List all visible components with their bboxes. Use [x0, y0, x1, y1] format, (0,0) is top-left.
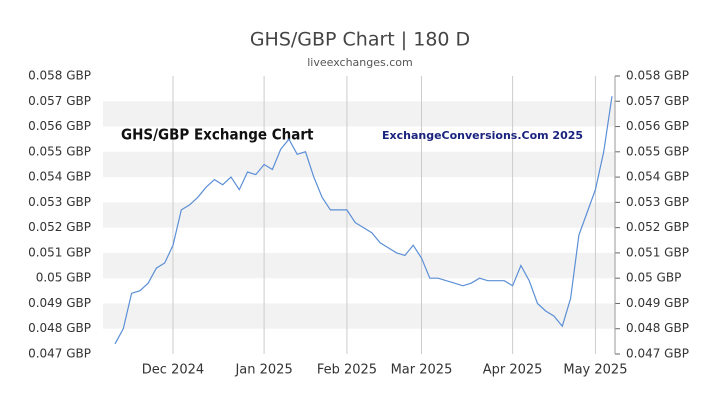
y2-tick-label: 0.05 GBP — [626, 271, 681, 285]
y2-tick-label: 0.053 GBP — [626, 195, 689, 209]
y2-tick-label: 0.047 GBP — [626, 347, 689, 361]
y-tick-label: 0.051 GBP — [28, 245, 91, 259]
grid-band — [103, 252, 615, 279]
y-tick-label: 0.054 GBP — [28, 170, 91, 184]
chart-subtitle: liveexchanges.com — [307, 56, 412, 69]
y-tick-label: 0.048 GBP — [28, 321, 91, 335]
y-tick-label: 0.056 GBP — [28, 119, 91, 133]
x-tick-label: May 2025 — [563, 363, 627, 378]
y2-tick-label: 0.058 GBP — [626, 69, 689, 83]
y2-tick-label: 0.055 GBP — [626, 144, 689, 158]
y2-tick-label: 0.051 GBP — [626, 245, 689, 259]
y-tick-label: 0.055 GBP — [28, 144, 91, 158]
y2-tick-label: 0.057 GBP — [626, 94, 689, 108]
data-line — [114, 96, 613, 345]
y2-tick-label: 0.052 GBP — [626, 220, 689, 234]
y-tick-label: 0.053 GBP — [28, 195, 91, 209]
y-tick-label: 0.052 GBP — [28, 220, 91, 234]
y-tick-label: 0.049 GBP — [28, 296, 91, 310]
y2-tick-label: 0.054 GBP — [626, 170, 689, 184]
annotation: ExchangeConversions.Com 2025 — [382, 129, 583, 142]
x-tick-label: Feb 2025 — [317, 363, 377, 378]
y2-tick-label: 0.048 GBP — [626, 321, 689, 335]
annotation: GHS/GBP Exchange Chart — [121, 126, 314, 144]
y-tick-label: 0.05 GBP — [36, 271, 91, 285]
y2-tick-label: 0.049 GBP — [626, 296, 689, 310]
y2-tick-label: 0.056 GBP — [626, 119, 689, 133]
x-tick-label: Apr 2025 — [483, 363, 543, 378]
y-tick-label: 0.047 GBP — [28, 347, 91, 361]
y-tick-label: 0.058 GBP — [28, 69, 91, 83]
x-tick-label: Jan 2025 — [234, 363, 292, 378]
grid-band — [103, 202, 615, 228]
grid-band — [103, 101, 615, 127]
grid-band — [103, 151, 615, 178]
y-tick-label: 0.057 GBP — [28, 94, 91, 108]
chart-title: GHS/GBP Chart | 180 D — [250, 29, 470, 51]
x-tick-label: Mar 2025 — [391, 363, 453, 378]
grid-band — [103, 303, 615, 329]
x-tick-label: Dec 2024 — [142, 363, 204, 378]
